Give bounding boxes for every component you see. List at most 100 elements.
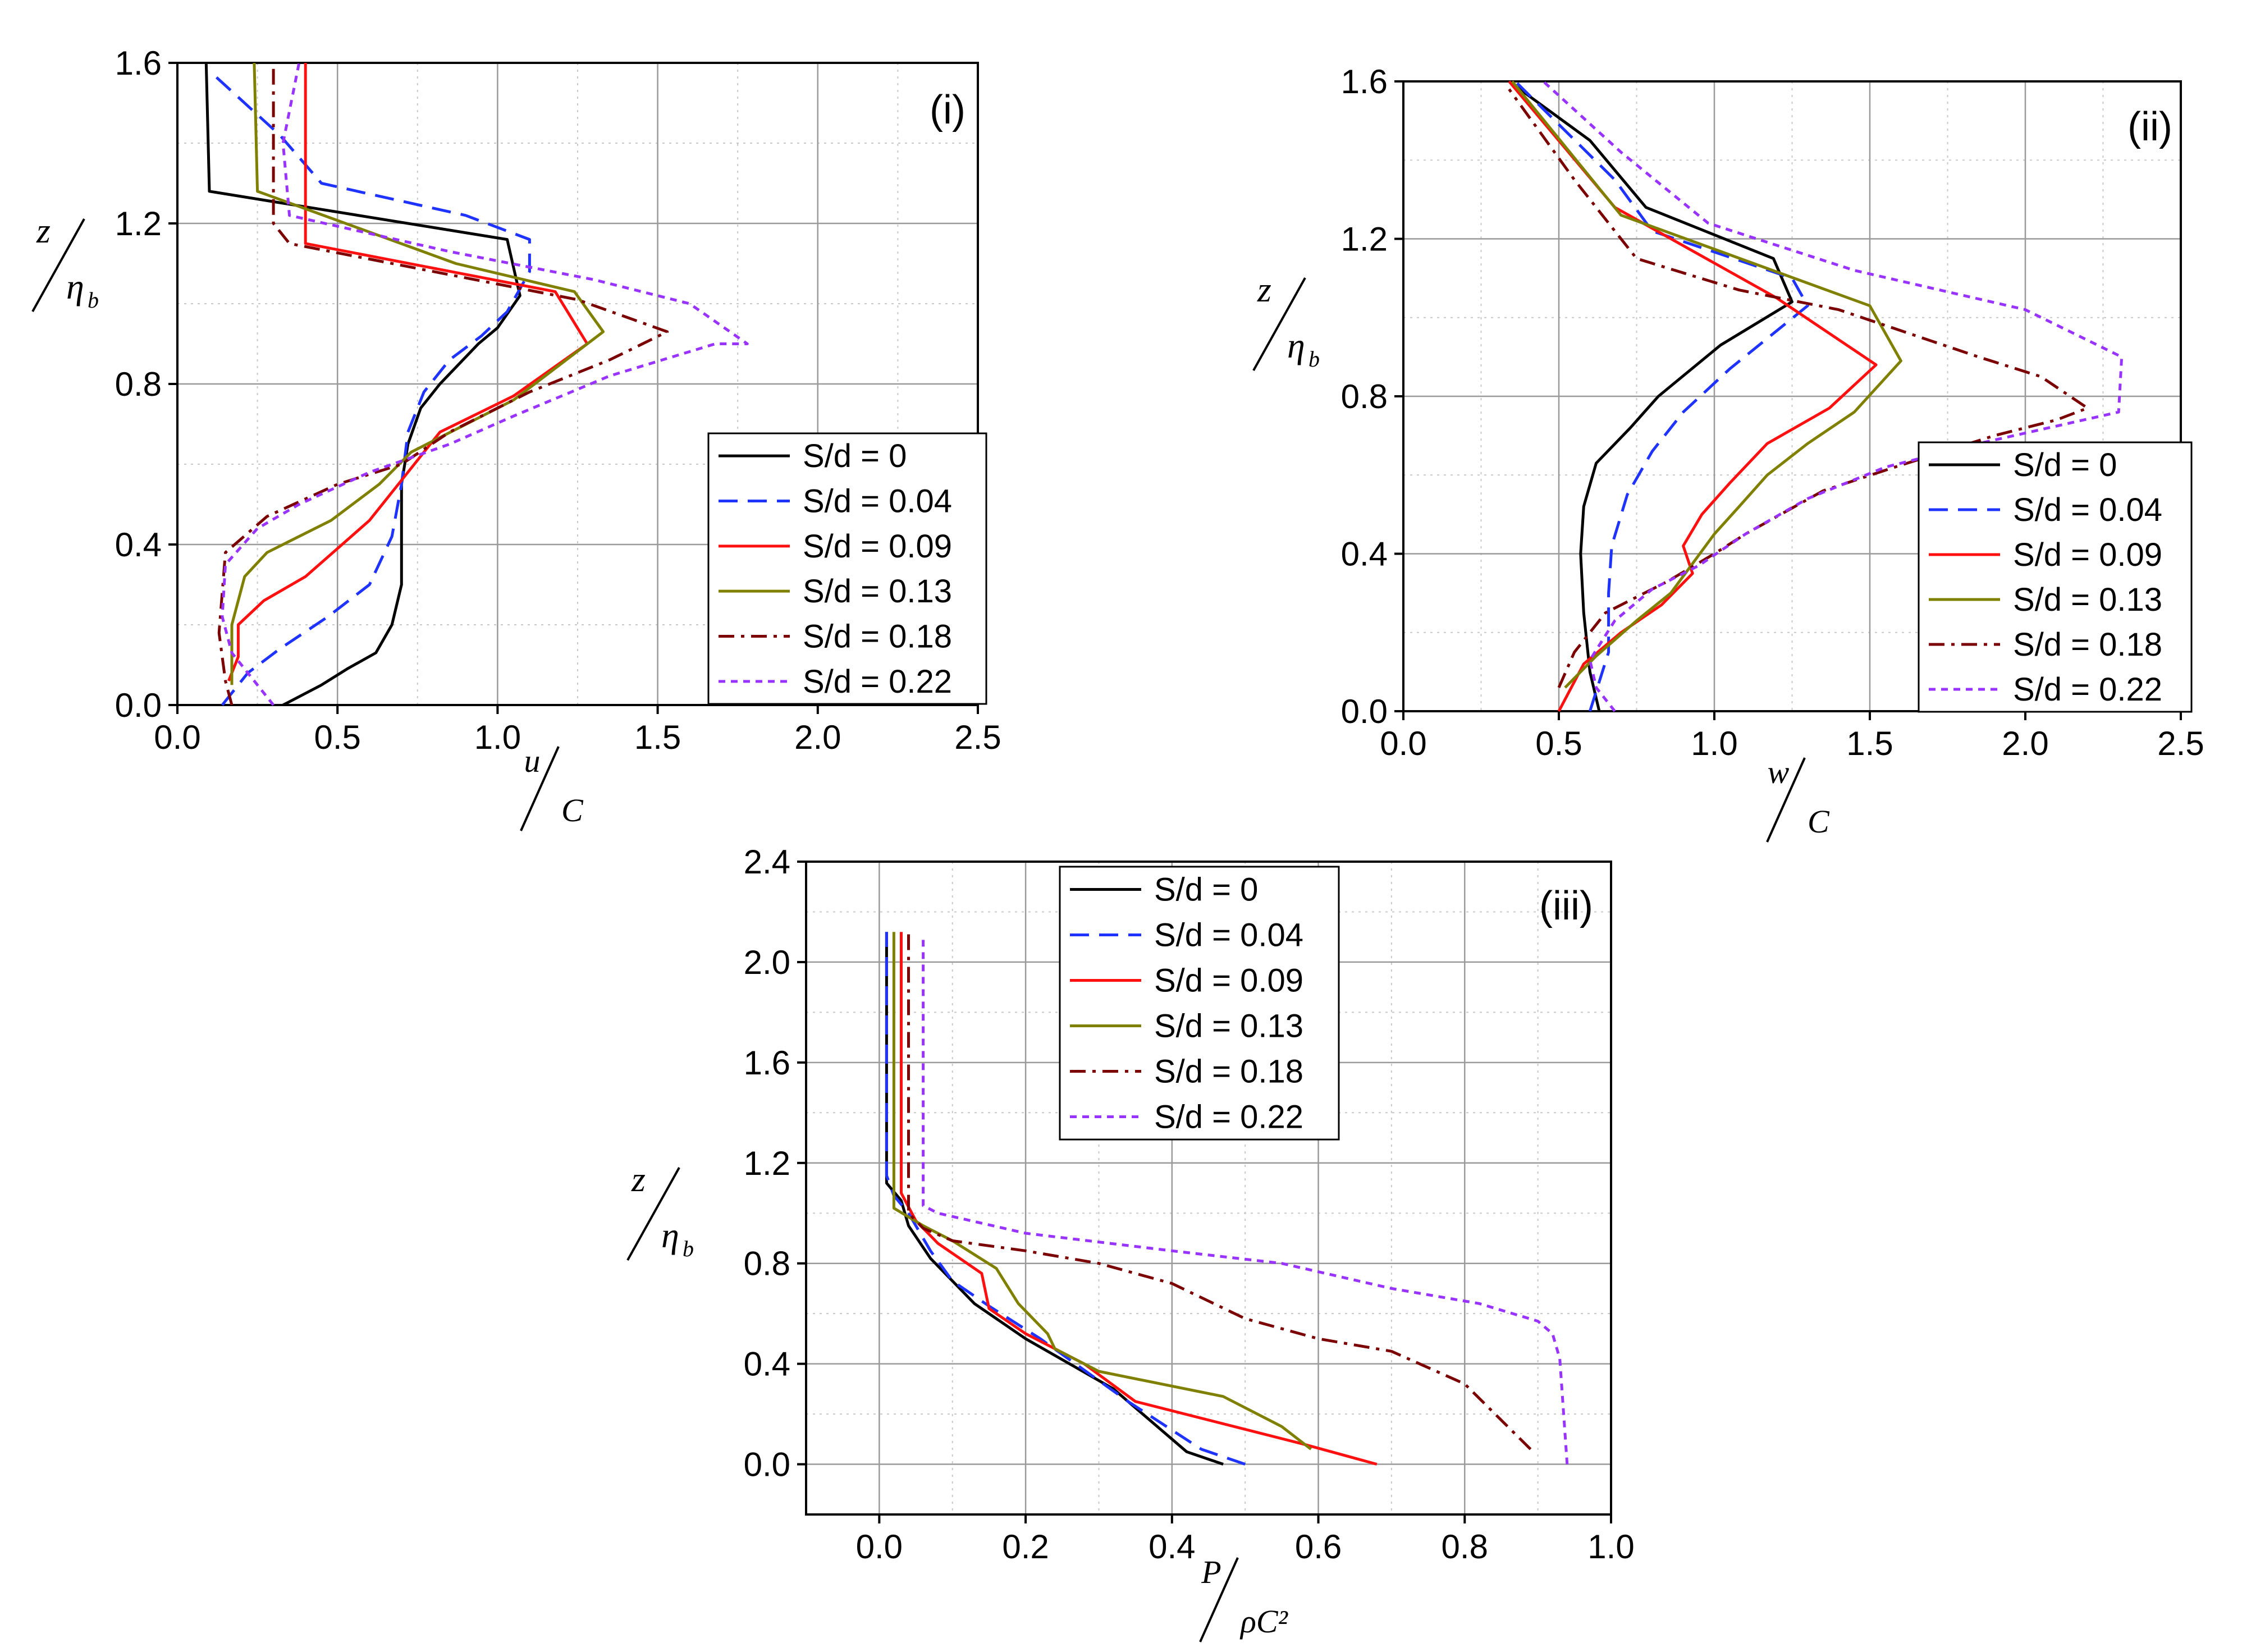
x-label-fraction-slash xyxy=(520,746,560,831)
y-tick-label: 2.4 xyxy=(744,843,790,881)
legend: S/d = 0 S/d = 0.04 S/d = 0.09 S/d = 0.13 S/d… xyxy=(707,432,987,705)
legend-label: S/d = 0.09 xyxy=(803,528,952,565)
series-line-s-d-0 xyxy=(885,932,1224,1466)
series-line-s-d-0.18 xyxy=(217,63,669,706)
y-label-subscript: b xyxy=(1308,346,1320,372)
x-axis-label: uC xyxy=(520,743,584,831)
panel-label: (ii) xyxy=(2127,104,2172,149)
x-tick-label: 1.5 xyxy=(1846,725,1893,762)
y-tick-label: 0.8 xyxy=(115,365,162,403)
y-label-denominator: η xyxy=(1287,326,1305,365)
series-line-s-d-0.13 xyxy=(892,932,1312,1450)
legend: S/d = 0 S/d = 0.04 S/d = 0.09 S/d = 0.13 S/d… xyxy=(1918,441,2193,713)
series-line-s-d-0.18 xyxy=(907,932,1532,1450)
series-line-s-d-0.22 xyxy=(922,937,1569,1465)
y-label-numerator: z xyxy=(36,210,51,250)
series-line-s-d-0.04 xyxy=(1514,80,1809,712)
y-tick-label: 1.6 xyxy=(115,44,162,82)
series-line-s-d-0.04 xyxy=(885,932,1246,1466)
x-label-denominator: ρC² xyxy=(1239,1603,1289,1640)
x-tick-label: 0.0 xyxy=(1380,725,1426,762)
legend-label: S/d = 0.18 xyxy=(2013,626,2162,663)
x-tick-label: 2.0 xyxy=(794,719,841,756)
y-label-subscript: b xyxy=(683,1236,694,1261)
legend-label: S/d = 0.13 xyxy=(1154,1008,1303,1045)
legend-label: S/d = 0.22 xyxy=(2013,671,2162,708)
legend-label: S/d = 0.09 xyxy=(1154,963,1303,999)
legend-box xyxy=(1918,441,2193,713)
x-tick-label: 1.5 xyxy=(634,719,681,756)
legend-box xyxy=(1059,866,1340,1141)
x-tick-label: 2.5 xyxy=(2157,725,2204,762)
y-axis-label: zη b xyxy=(31,210,99,313)
x-label-numerator: u xyxy=(524,743,541,779)
legend: S/d = 0 S/d = 0.04 S/d = 0.09 S/d = 0.13 S/d… xyxy=(1059,866,1340,1141)
y-axis-label: zη b xyxy=(1252,269,1320,372)
panel-label: (iii) xyxy=(1539,884,1593,928)
series-line-s-d-0.09 xyxy=(227,63,589,682)
x-label-denominator: C xyxy=(561,792,584,829)
x-label-denominator: C xyxy=(1808,803,1830,840)
legend-label: S/d = 0.22 xyxy=(1154,1099,1303,1136)
series-line-s-d-0.13 xyxy=(230,62,605,685)
x-label-numerator: w xyxy=(1768,754,1790,790)
legend-box xyxy=(707,432,987,705)
x-tick-label: 0.8 xyxy=(1442,1528,1488,1566)
series-line-s-d-0.22 xyxy=(1542,80,2124,712)
x-tick-label: 0.5 xyxy=(314,719,360,756)
y-tick-label: 1.6 xyxy=(744,1044,790,1082)
chart-panel-1: 0.0 0.5 1.0 1.5 2.0 2.5 0.0 0.4 0.8 1.2 1.6 S/d = 0… xyxy=(31,44,1001,831)
series-line-s-d-0.13 xyxy=(1511,80,1902,689)
x-tick-label: 0.4 xyxy=(1149,1528,1195,1566)
y-tick-label: 0.0 xyxy=(744,1446,790,1484)
plot-frame xyxy=(805,861,1612,1516)
y-label-fraction-slash xyxy=(626,1167,680,1261)
x-tick-label: 2.5 xyxy=(954,719,1001,756)
legend-label: S/d = 0.18 xyxy=(803,619,952,655)
y-label-fraction-slash xyxy=(1252,277,1306,371)
legend-label: S/d = 0 xyxy=(1154,872,1258,908)
legend-label: S/d = 0.22 xyxy=(803,663,952,700)
series-line-s-d-0.09 xyxy=(900,932,1378,1466)
y-tick-label: 0.0 xyxy=(115,687,162,724)
x-tick-label: 1.0 xyxy=(1691,725,1737,762)
x-label-fraction-slash xyxy=(1766,757,1806,843)
y-tick-label: 0.8 xyxy=(744,1245,790,1283)
chart-panel-3: 0.0 0.2 0.4 0.6 0.8 1.0 0.0 0.4 0.8 1.2 1.6 2.0 2.4 S… xyxy=(626,843,1635,1642)
y-tick-label: 2.0 xyxy=(744,944,790,981)
x-tick-label: 0.2 xyxy=(1002,1528,1049,1566)
chart-panel-2: 0.0 0.5 1.0 1.5 2.0 2.5 0.0 0.4 0.8 1.2 1.6 S/d = 0… xyxy=(1252,63,2204,843)
series-line-s-d-0 xyxy=(1508,80,1793,712)
y-label-fraction-slash xyxy=(31,218,85,312)
x-tick-label: 0.5 xyxy=(1535,725,1582,762)
y-tick-label: 0.4 xyxy=(1341,536,1388,573)
x-tick-label: 1.0 xyxy=(1587,1528,1634,1566)
legend-label: S/d = 0.18 xyxy=(1154,1054,1303,1090)
x-tick-label: 0.0 xyxy=(856,1528,903,1566)
y-tick-label: 0.4 xyxy=(115,526,162,564)
y-label-numerator: z xyxy=(631,1159,646,1199)
y-tick-label: 1.6 xyxy=(1341,63,1388,100)
x-tick-label: 2.0 xyxy=(2002,725,2048,762)
x-label-fraction-slash xyxy=(1199,1557,1239,1642)
y-label-numerator: z xyxy=(1257,269,1271,309)
y-tick-label: 1.2 xyxy=(1341,221,1388,258)
x-tick-label: 0.6 xyxy=(1295,1528,1342,1566)
y-tick-label: 0.4 xyxy=(744,1346,790,1383)
legend-label: S/d = 0.13 xyxy=(803,573,952,610)
panel-label: (i) xyxy=(930,88,966,132)
legend-label: S/d = 0 xyxy=(803,438,907,474)
y-tick-label: 1.2 xyxy=(115,205,162,242)
x-tick-label: 0.0 xyxy=(154,719,200,756)
y-label-subscript: b xyxy=(88,287,99,313)
legend-label: S/d = 0.04 xyxy=(803,483,952,520)
y-axis-label: zη b xyxy=(626,1159,694,1261)
x-label-numerator: P xyxy=(1201,1554,1221,1590)
y-tick-label: 1.2 xyxy=(744,1145,790,1182)
legend-label: S/d = 0.04 xyxy=(2013,492,2162,528)
y-label-denominator: η xyxy=(661,1215,679,1255)
x-axis-label: wC xyxy=(1766,754,1830,843)
series-line-s-d-0.22 xyxy=(221,62,749,706)
legend-label: S/d = 0.13 xyxy=(2013,582,2162,618)
